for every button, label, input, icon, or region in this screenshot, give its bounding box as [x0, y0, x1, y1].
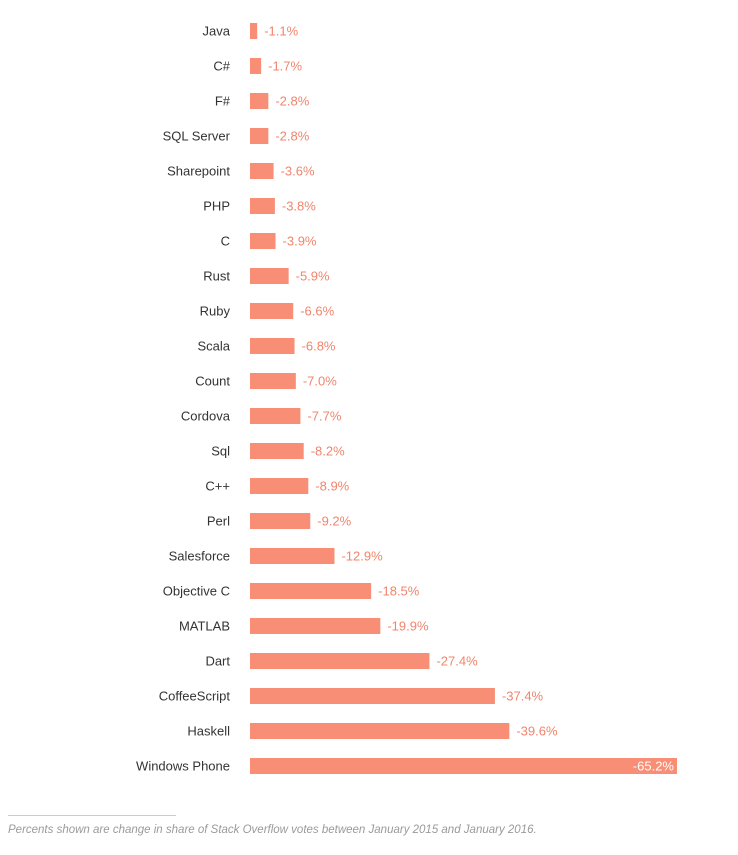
value-label: -7.0% — [303, 374, 337, 389]
bar — [250, 303, 294, 319]
bar-row: Salesforce -12.9% — [169, 548, 383, 564]
category-label: CoffeeScript — [159, 689, 231, 704]
bar — [250, 93, 269, 109]
bar-row: PHP -3.8% — [203, 198, 316, 214]
bar-row: SQL Server -2.8% — [163, 128, 310, 144]
value-label: -18.5% — [378, 584, 420, 599]
category-label: Perl — [207, 514, 230, 529]
category-label: Count — [195, 374, 230, 389]
bar-row: Haskell -39.6% — [187, 723, 558, 739]
bar — [250, 688, 495, 704]
value-label: -1.7% — [268, 59, 302, 74]
bar — [250, 408, 301, 424]
bar-row: F# -2.8% — [215, 93, 310, 109]
bar — [250, 23, 258, 39]
bar-row: C# -1.7% — [213, 58, 303, 74]
category-label: Dart — [205, 654, 230, 669]
bar-row: Scala -6.8% — [197, 338, 336, 354]
bar — [250, 58, 262, 74]
category-label: C# — [213, 59, 230, 74]
bar-row: CoffeeScript -37.4% — [159, 688, 544, 704]
bar-row: Ruby -6.6% — [200, 303, 335, 319]
bar — [250, 198, 275, 214]
value-label: -1.1% — [264, 24, 298, 39]
footnote: Percents shown are change in share of St… — [8, 824, 537, 836]
value-label: -65.2% — [633, 759, 675, 774]
value-label: -2.8% — [275, 129, 309, 144]
value-label: -3.8% — [282, 199, 316, 214]
category-label: Java — [203, 24, 231, 39]
value-label: -12.9% — [341, 549, 383, 564]
bar — [250, 373, 296, 389]
category-label: C — [221, 234, 230, 249]
bar-row: Rust -5.9% — [203, 268, 330, 284]
bar — [250, 723, 510, 739]
bar — [250, 548, 335, 564]
category-label: Sql — [211, 444, 230, 459]
category-label: Rust — [203, 269, 230, 284]
category-label: F# — [215, 94, 231, 109]
category-label: PHP — [203, 199, 230, 214]
category-label: Windows Phone — [136, 759, 230, 774]
bar — [250, 758, 677, 774]
bar-row: MATLAB -19.9% — [179, 618, 429, 634]
bar — [250, 583, 372, 599]
value-label: -39.6% — [516, 724, 558, 739]
value-label: -6.8% — [302, 339, 336, 354]
value-label: -19.9% — [387, 619, 429, 634]
category-label: C++ — [205, 479, 230, 494]
value-label: -9.2% — [317, 514, 351, 529]
category-label: SQL Server — [163, 129, 231, 144]
footnote-divider — [8, 815, 176, 816]
bar-row: Dart -27.4% — [205, 653, 478, 669]
value-label: -37.4% — [502, 689, 544, 704]
bar-chart: Java -1.1% C# -1.7% F# -2.8% SQL Server -2.8% Sh… — [136, 23, 677, 774]
bar-row: Sql -8.2% — [211, 443, 345, 459]
category-label: MATLAB — [179, 619, 230, 634]
bar-row: Windows Phone -65.2% — [136, 758, 677, 774]
bar — [250, 163, 274, 179]
bar — [250, 128, 269, 144]
bar — [250, 513, 311, 529]
bar — [250, 443, 304, 459]
value-label: -27.4% — [436, 654, 478, 669]
bar-row: Count -7.0% — [195, 373, 337, 389]
bar — [250, 233, 276, 249]
value-label: -8.2% — [311, 444, 345, 459]
bar-row: C++ -8.9% — [205, 478, 350, 494]
value-label: -3.9% — [283, 234, 317, 249]
category-label: Sharepoint — [167, 164, 230, 179]
bar-row: Objective C -18.5% — [163, 583, 420, 599]
bar — [250, 338, 295, 354]
bar-row: Sharepoint -3.6% — [167, 163, 315, 179]
category-label: Scala — [197, 339, 230, 354]
value-label: -3.6% — [281, 164, 315, 179]
category-label: Cordova — [181, 409, 231, 424]
value-label: -7.7% — [307, 409, 341, 424]
category-label: Haskell — [187, 724, 230, 739]
bar-row: Cordova -7.7% — [181, 408, 342, 424]
value-label: -5.9% — [296, 269, 330, 284]
value-label: -2.8% — [275, 94, 309, 109]
category-label: Ruby — [200, 304, 231, 319]
category-label: Objective C — [163, 584, 230, 599]
bar — [250, 653, 430, 669]
bar-row: Perl -9.2% — [207, 513, 352, 529]
bar — [250, 618, 381, 634]
bar-row: Java -1.1% — [203, 23, 299, 39]
value-label: -6.6% — [300, 304, 334, 319]
bar — [250, 268, 289, 284]
bar-row: C -3.9% — [221, 233, 317, 249]
bar — [250, 478, 309, 494]
category-label: Salesforce — [169, 549, 230, 564]
value-label: -8.9% — [315, 479, 349, 494]
